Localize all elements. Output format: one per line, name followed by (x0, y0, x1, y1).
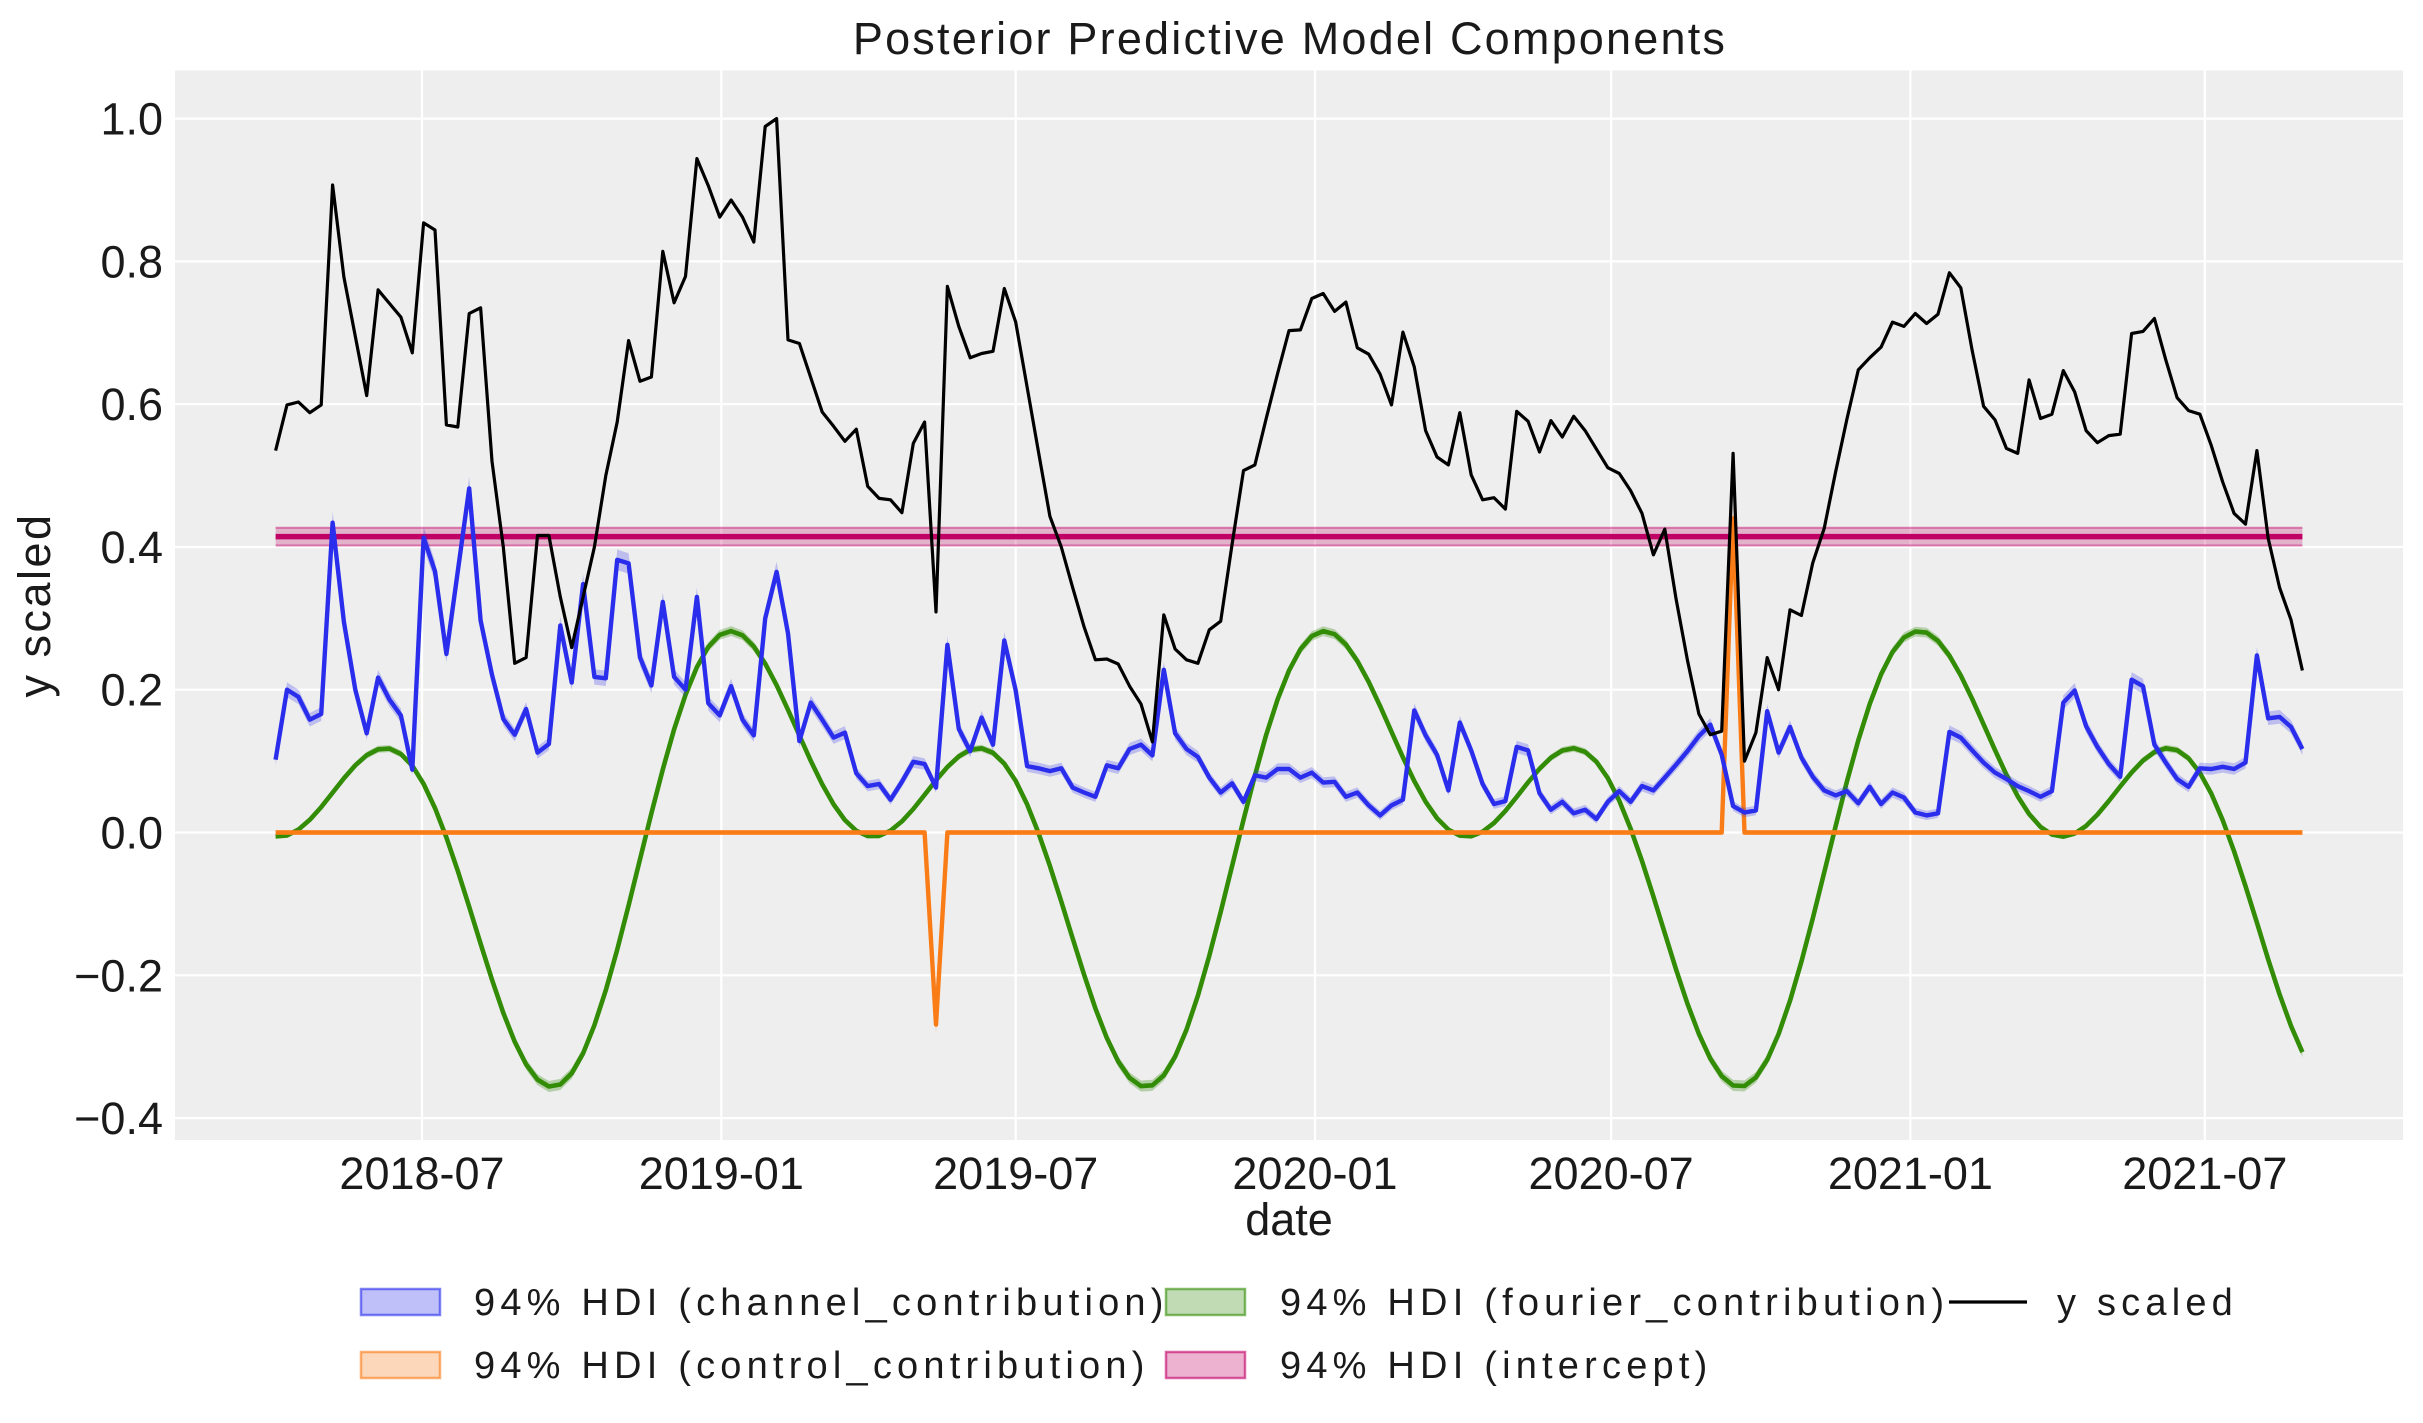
svg-text:−0.4: −0.4 (74, 1093, 163, 1144)
svg-text:−0.2: −0.2 (74, 950, 163, 1001)
svg-text:0.6: 0.6 (100, 379, 163, 430)
svg-text:0.8: 0.8 (100, 236, 163, 287)
svg-text:0.4: 0.4 (100, 522, 163, 573)
svg-text:2021-01: 2021-01 (1828, 1148, 1993, 1199)
svg-text:1.0: 1.0 (100, 94, 163, 145)
svg-text:94% HDI (fourier_contribution): 94% HDI (fourier_contribution) (1280, 1282, 1949, 1324)
svg-text:94% HDI (intercept): 94% HDI (intercept) (1280, 1345, 1712, 1387)
svg-text:date: date (1245, 1194, 1333, 1245)
svg-text:94% HDI (channel_contribution): 94% HDI (channel_contribution) (474, 1282, 1169, 1324)
svg-text:2019-01: 2019-01 (639, 1148, 804, 1199)
svg-text:2020-01: 2020-01 (1232, 1148, 1397, 1199)
svg-text:2018-07: 2018-07 (339, 1148, 504, 1199)
svg-text:y scaled: y scaled (9, 512, 60, 697)
svg-text:2020-07: 2020-07 (1529, 1148, 1694, 1199)
svg-text:2021-07: 2021-07 (2122, 1148, 2287, 1199)
svg-text:94% HDI (control_contribution): 94% HDI (control_contribution) (474, 1345, 1150, 1387)
svg-text:0.2: 0.2 (100, 665, 163, 716)
svg-text:2019-07: 2019-07 (933, 1148, 1098, 1199)
svg-text:0.0: 0.0 (100, 808, 163, 859)
svg-text:y scaled: y scaled (2057, 1282, 2238, 1324)
svg-text:Posterior Predictive Model Com: Posterior Predictive Model Components (853, 13, 1727, 64)
